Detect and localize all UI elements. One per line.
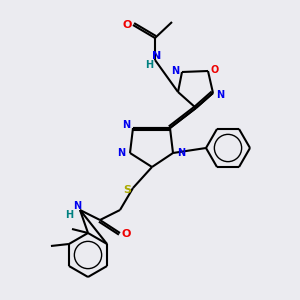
Text: N: N xyxy=(177,148,185,158)
Text: N: N xyxy=(73,201,81,211)
Text: S: S xyxy=(123,185,131,195)
Text: O: O xyxy=(122,20,132,30)
Text: N: N xyxy=(117,148,125,158)
Text: H: H xyxy=(145,60,153,70)
Text: O: O xyxy=(211,65,219,75)
Text: N: N xyxy=(152,51,162,61)
Text: N: N xyxy=(171,66,179,76)
Text: N: N xyxy=(122,120,130,130)
Text: N: N xyxy=(216,90,224,100)
Text: O: O xyxy=(121,229,131,239)
Text: H: H xyxy=(65,210,73,220)
